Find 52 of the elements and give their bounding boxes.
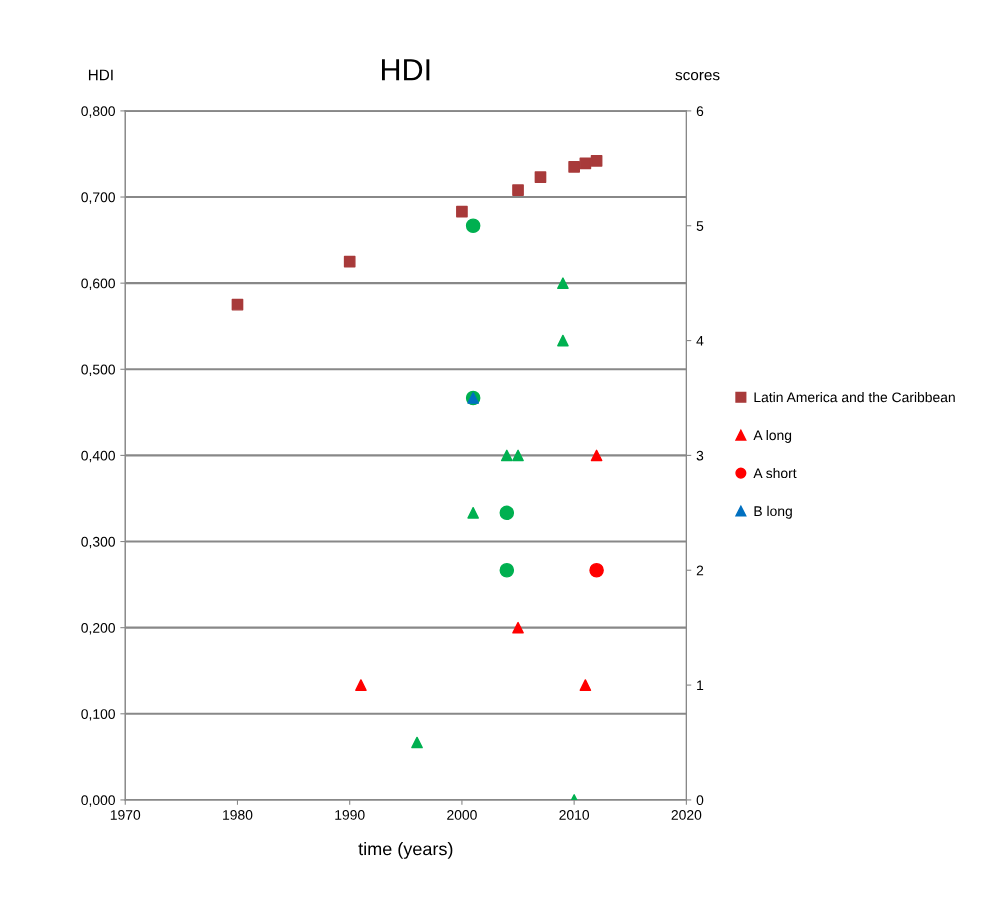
y-tick-label: 0,700 xyxy=(81,192,115,204)
point xyxy=(579,157,592,170)
y-tick-label: 0,300 xyxy=(81,536,115,549)
x-tick-label: 1980 xyxy=(223,810,253,820)
point xyxy=(589,562,604,578)
x-tick-label: 2020 xyxy=(671,810,702,820)
x-tick-label: 1970 xyxy=(110,810,141,820)
chart-title: HDI xyxy=(382,59,430,81)
y-tick-label: 0,000 xyxy=(81,795,115,807)
y2-tick-label: 2 xyxy=(696,565,704,576)
y2-tick-label: 1 xyxy=(697,680,704,691)
point xyxy=(557,334,569,347)
legend-label: Latin America and the Caribbean xyxy=(754,392,955,403)
point xyxy=(355,679,367,691)
point xyxy=(512,449,524,462)
point xyxy=(499,505,515,521)
point xyxy=(231,298,244,311)
point xyxy=(579,679,592,691)
y2-tick-label: 4 xyxy=(696,336,704,346)
y2-tick-label: 5 xyxy=(696,221,704,231)
y2-axis-title: scores xyxy=(675,71,720,81)
point xyxy=(411,736,423,749)
legend-label: A short xyxy=(753,467,797,479)
y-tick-label: 0,800 xyxy=(81,106,115,118)
x-tick-label: 2000 xyxy=(447,810,477,820)
y2-tick-label: 6 xyxy=(696,106,704,117)
point xyxy=(499,562,515,578)
y2-tick-label: 0 xyxy=(696,795,704,806)
y-tick-label: 0,400 xyxy=(81,450,115,463)
point xyxy=(465,218,481,234)
point xyxy=(500,449,513,462)
y-tick-label: 0,200 xyxy=(81,623,115,635)
y-tick-label: 0,100 xyxy=(81,709,115,721)
point xyxy=(512,184,524,196)
legend-label: B long xyxy=(754,505,792,519)
x-tick-label: 1990 xyxy=(335,810,365,820)
y-tick-label: 0,600 xyxy=(81,278,115,290)
x-tick-label: 2010 xyxy=(559,810,590,820)
point xyxy=(557,277,569,289)
point xyxy=(343,255,356,268)
point xyxy=(590,449,603,462)
y2-tick-label: 3 xyxy=(696,450,704,461)
point xyxy=(512,621,524,634)
y-axis-title: HDI xyxy=(88,69,113,81)
point xyxy=(534,171,547,184)
point xyxy=(467,506,479,519)
legend-label: A long xyxy=(753,429,792,443)
point xyxy=(590,155,603,167)
x-axis-title: time (years) xyxy=(358,842,453,859)
point xyxy=(456,205,468,218)
point xyxy=(568,161,580,173)
y-tick-label: 0,500 xyxy=(81,364,115,377)
